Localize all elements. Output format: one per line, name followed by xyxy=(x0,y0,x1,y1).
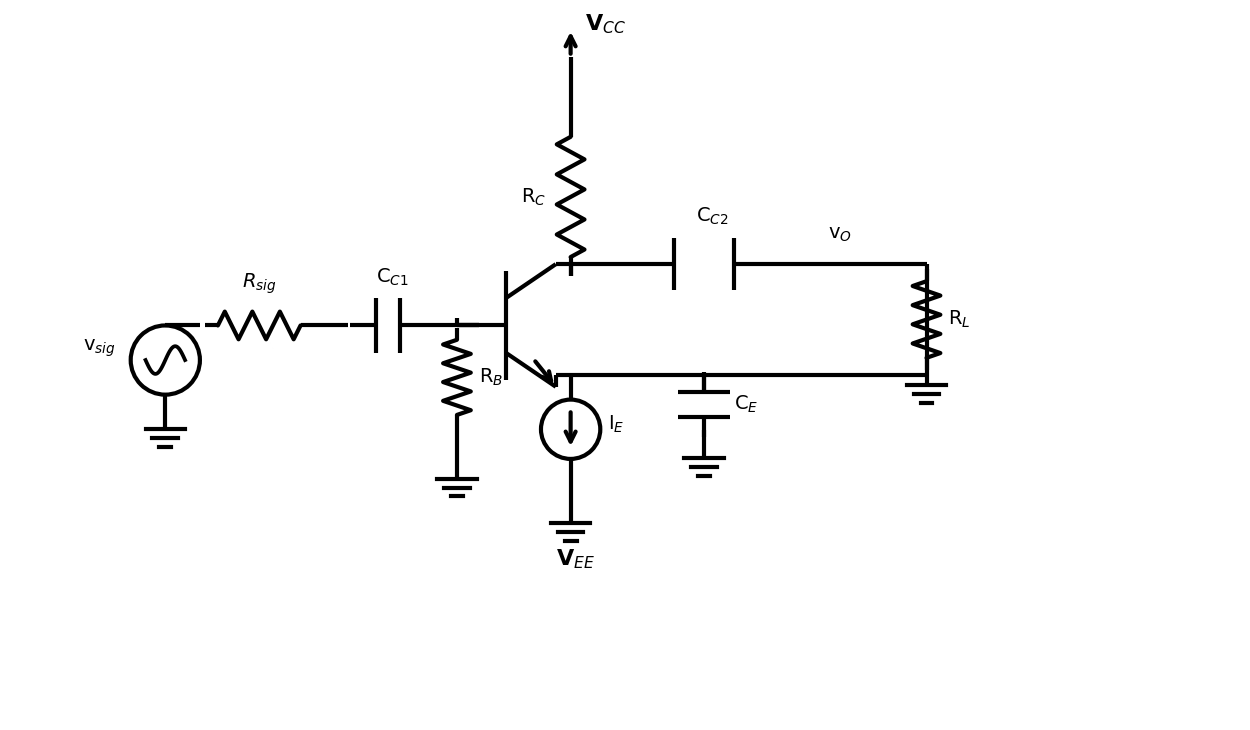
Text: I$_{E}$: I$_{E}$ xyxy=(609,414,625,435)
Text: C$_{C1}$: C$_{C1}$ xyxy=(376,266,409,288)
Text: V$_{CC}$: V$_{CC}$ xyxy=(585,12,626,36)
Text: C$_{C2}$: C$_{C2}$ xyxy=(696,205,729,226)
Text: R$_{L}$: R$_{L}$ xyxy=(949,309,971,330)
Text: R$_{B}$: R$_{B}$ xyxy=(479,366,502,388)
Text: R$_{C}$: R$_{C}$ xyxy=(521,186,546,207)
Text: V$_{EE}$: V$_{EE}$ xyxy=(556,548,595,572)
Text: v$_{O}$: v$_{O}$ xyxy=(828,226,851,245)
Text: C$_{E}$: C$_{E}$ xyxy=(734,394,759,415)
Text: v$_{sig}$: v$_{sig}$ xyxy=(82,337,116,359)
Text: R$_{sig}$: R$_{sig}$ xyxy=(241,272,276,296)
